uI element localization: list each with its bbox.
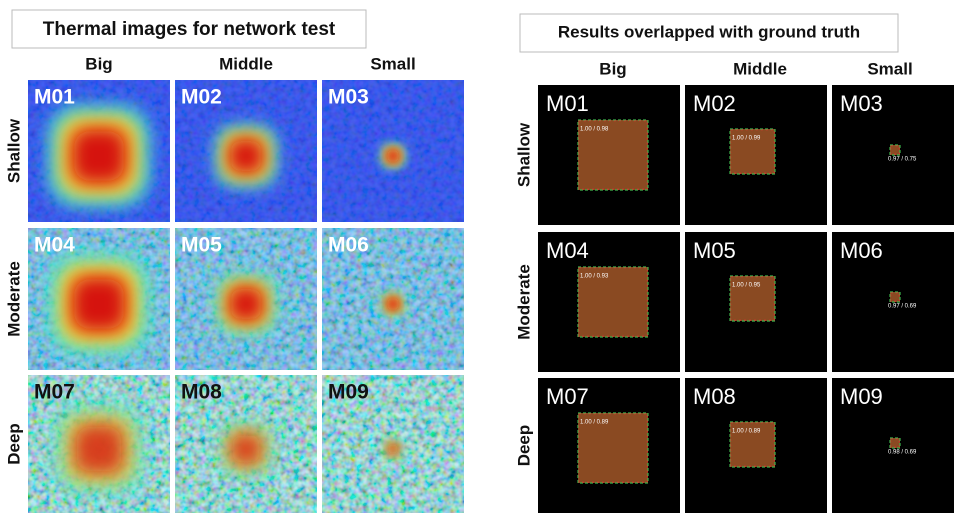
result-image: M05 1.00 / 0.95 <box>685 232 827 372</box>
image-label: M02 <box>181 86 222 109</box>
score-label: 0.98 / 0.69 <box>888 450 917 456</box>
row-header: Deep <box>514 425 533 467</box>
figure: Thermal images for network test Results … <box>0 0 954 513</box>
thermal-image: M05 <box>175 228 317 370</box>
thermal-image: M02 <box>175 80 317 222</box>
image-label: M01 <box>546 91 589 116</box>
thermal-image: M03 <box>322 80 464 222</box>
panels: Big Middle Small Shallow M01 M02 M03 Moderate M0… <box>4 54 954 513</box>
result-image: M09 0.98 / 0.69 <box>832 378 954 513</box>
column-header: Small <box>370 54 415 73</box>
image-label: M05 <box>693 238 736 263</box>
thermal-image: M01 <box>28 80 170 222</box>
thermal-image: M09 <box>322 375 464 513</box>
column-header: Middle <box>733 59 787 78</box>
detection-box <box>890 438 900 448</box>
column-header: Small <box>867 59 912 78</box>
result-image: M04 1.00 / 0.93 <box>538 232 680 372</box>
thermal-image: M07 <box>28 375 170 513</box>
result-image: M08 1.00 / 0.89 <box>685 378 827 513</box>
detection-box <box>890 145 900 155</box>
thermal-hotspot <box>387 298 398 309</box>
image-label: M07 <box>546 384 589 409</box>
result-image: M03 0.97 / 0.75 <box>832 85 954 225</box>
score-label: 1.00 / 0.95 <box>732 283 761 289</box>
thermal-hotspot <box>231 289 260 318</box>
column-header: Big <box>85 54 112 73</box>
detection-box <box>890 292 900 302</box>
image-label: M06 <box>328 234 369 257</box>
thermal-hotspot <box>231 141 260 170</box>
thermal-hotspot <box>388 444 398 454</box>
result-image: M07 1.00 / 0.89 <box>538 378 680 513</box>
row-header: Shallow <box>4 118 23 183</box>
score-label: 0.97 / 0.75 <box>888 157 917 163</box>
column-header: Big <box>599 59 626 78</box>
image-label: M09 <box>840 384 883 409</box>
thermal-hotspot <box>233 436 259 462</box>
image-label: M03 <box>328 86 369 109</box>
image-label: M03 <box>840 91 883 116</box>
thermal-image: M04 <box>28 228 170 370</box>
row-header: Deep <box>4 423 23 465</box>
image-label: M05 <box>181 234 222 257</box>
image-label: M08 <box>181 381 222 404</box>
image-label: M09 <box>328 381 369 404</box>
score-label: 1.00 / 0.99 <box>732 136 761 142</box>
thermal-image: M08 <box>175 375 317 513</box>
score-label: 1.00 / 0.89 <box>580 420 609 426</box>
image-label: M06 <box>840 238 883 263</box>
score-label: 1.00 / 0.93 <box>580 274 609 280</box>
image-label: M04 <box>34 234 75 257</box>
score-label: 1.00 / 0.89 <box>732 429 761 435</box>
thermal-hotspot <box>387 150 398 161</box>
image-label: M07 <box>34 381 75 404</box>
image-label: M01 <box>34 86 75 109</box>
thermal-hotspot <box>77 427 121 471</box>
row-header: Moderate <box>4 261 23 337</box>
image-label: M02 <box>693 91 736 116</box>
result-image: M06 0.97 / 0.69 <box>832 232 954 372</box>
thermal-hotspot <box>75 280 124 329</box>
right-title: Results overlapped with ground truth <box>558 22 860 41</box>
image-label: M08 <box>693 384 736 409</box>
column-header: Middle <box>219 54 273 73</box>
left-title: Thermal images for network test <box>43 19 336 40</box>
image-label: M04 <box>546 238 589 263</box>
result-image: M01 1.00 / 0.98 <box>538 85 680 225</box>
score-label: 1.00 / 0.98 <box>580 127 609 133</box>
row-header: Shallow <box>514 122 533 187</box>
thermal-hotspot <box>75 132 124 181</box>
row-header: Moderate <box>514 264 533 340</box>
result-image: M02 1.00 / 0.99 <box>685 85 827 225</box>
score-label: 0.97 / 0.69 <box>888 304 917 310</box>
thermal-image: M06 <box>322 228 464 370</box>
